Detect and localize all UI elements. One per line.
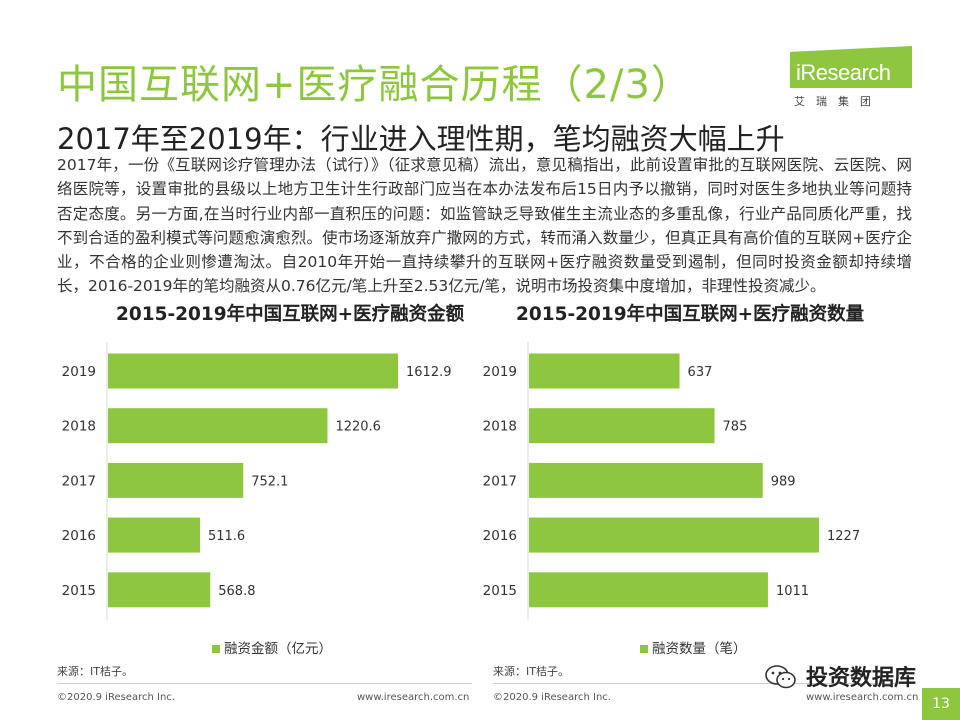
legend-swatch: [212, 645, 220, 653]
logo-subtitle: 艾瑞集团: [794, 95, 882, 108]
category-label: 2019: [62, 364, 96, 380]
page-title: 中国互联网+医疗融合历程（2/3）: [57, 62, 692, 108]
value-label: 752.1: [251, 474, 288, 489]
category-label: 2015: [483, 583, 517, 599]
value-label: 1220.6: [335, 420, 381, 435]
category-label: 2019: [483, 364, 517, 380]
bar: [529, 462, 763, 498]
category-label: 2016: [62, 528, 96, 544]
logo-background: [790, 46, 912, 88]
footer-divider-left: [57, 683, 472, 684]
page-subtitle: 2017年至2019年：行业进入理性期，笔均融资大幅上升: [57, 122, 785, 156]
watermark-text: 投资数据库: [806, 666, 917, 691]
iresearch-logo: iResearch 艾瑞集团: [790, 46, 912, 108]
category-label: 2017: [483, 473, 517, 489]
page-number: 13: [922, 688, 960, 720]
bar: [529, 517, 819, 553]
logo-text: iResearch: [796, 60, 891, 85]
value-label: 637: [688, 365, 713, 380]
bar: [108, 517, 200, 553]
body-paragraph: 2017年，一份《互联网诊疗管理办法（试行）》（征求意见稿）流出，意见稿指出，此…: [57, 156, 912, 296]
legend-amount: 融资金额（亿元）: [212, 637, 332, 657]
bar: [108, 462, 244, 498]
bar: [108, 408, 328, 444]
wechat-icon: [765, 665, 796, 689]
value-label: 989: [771, 474, 796, 489]
value-label: 1011: [776, 584, 809, 599]
value-label: 1227: [827, 529, 860, 544]
chart-title-amount: 2015-2019年中国互联网+医疗融资金额: [116, 304, 465, 325]
category-label: 2018: [62, 419, 96, 435]
legend-label: 融资金额（亿元）: [224, 641, 332, 657]
value-label: 785: [723, 420, 748, 435]
category-label: 2016: [483, 528, 517, 544]
value-label: 568.8: [218, 584, 255, 599]
copyright-right: ©2020.9 iResearch Inc.: [493, 692, 611, 703]
bar: [529, 572, 768, 608]
category-label: 2017: [62, 473, 96, 489]
copyright-left: ©2020.9 iResearch Inc.: [57, 692, 175, 703]
footer-divider-right: [493, 683, 908, 684]
legend-swatch: [640, 645, 648, 653]
bar-chart-count: 2019 637 2018 785 2017 989 2016 1227 2015 1011: [478, 342, 878, 632]
chart-svg: 2019 637 2018 785 2017 989 2016 1227 2015 1011: [483, 342, 860, 620]
bar: [108, 572, 211, 608]
chart-title-count: 2015-2019年中国互联网+医疗融资数量: [516, 304, 865, 325]
bar: [529, 408, 715, 444]
category-label: 2018: [483, 419, 517, 435]
bar-chart-amount: 2019 1612.9 2018 1220.6 2017 752.1 2016 511.6 20…: [57, 342, 457, 632]
source-right: 来源：IT桔子。: [493, 665, 569, 678]
value-label: 1612.9: [406, 365, 452, 380]
category-label: 2015: [62, 583, 96, 599]
legend-count: 融资数量（笔）: [640, 637, 747, 657]
value-label: 511.6: [208, 529, 245, 544]
legend-label: 融资数量（笔）: [652, 641, 747, 657]
chart-svg: 2019 1612.9 2018 1220.6 2017 752.1 2016 511.6 20…: [62, 342, 452, 620]
website-right: www.iresearch.com.cn: [806, 692, 919, 703]
website-left: www.iresearch.com.cn: [357, 692, 470, 703]
bar: [108, 353, 398, 389]
bar: [529, 353, 680, 389]
source-left: 来源：IT桔子。: [57, 665, 133, 678]
